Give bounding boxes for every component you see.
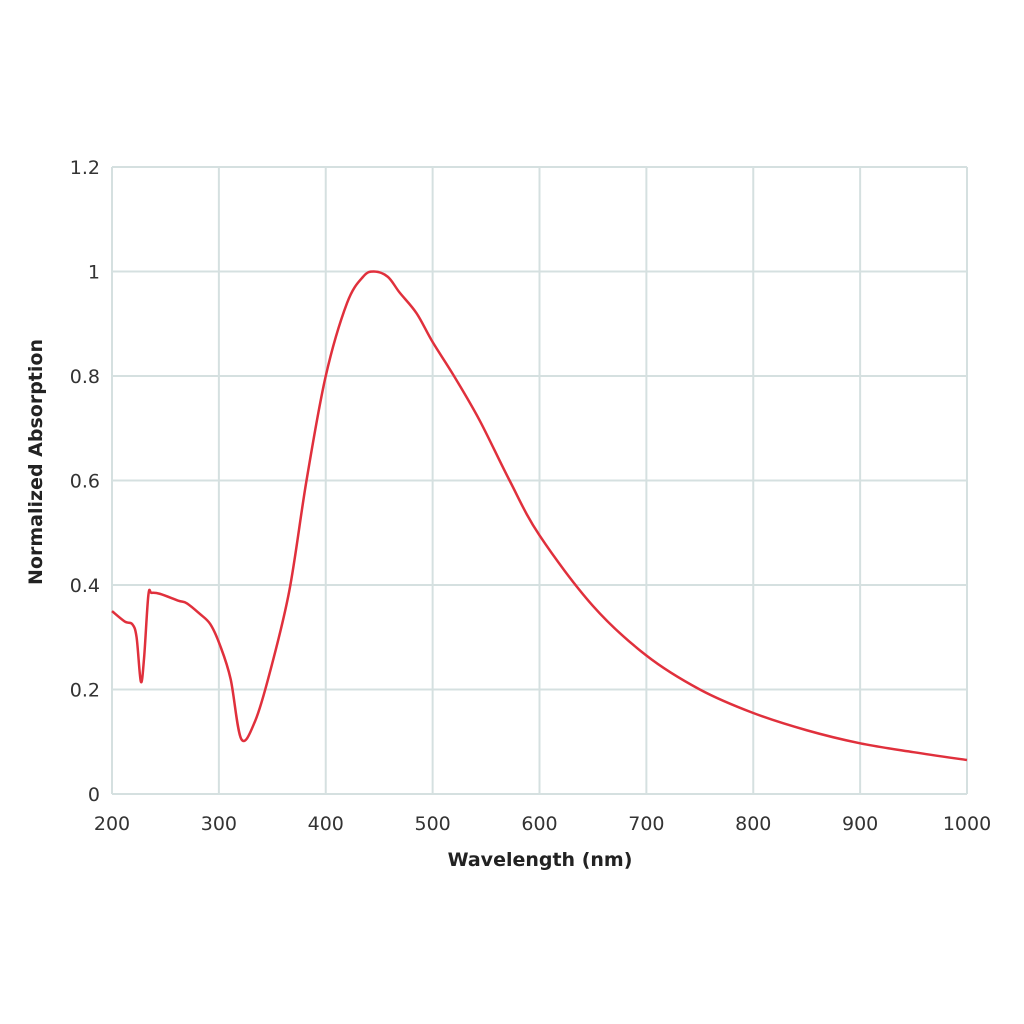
x-axis-label: Wavelength (nm) xyxy=(448,849,633,871)
y-tick-label: 1 xyxy=(88,262,100,284)
y-tick-label: 0 xyxy=(88,784,100,806)
y-axis-label: Normalized Absorption xyxy=(25,339,47,585)
y-tick-label: 0.4 xyxy=(70,575,100,597)
x-tick-label: 800 xyxy=(735,813,771,835)
y-axis-ticks: 0 0.2 0.4 0.6 0.8 1 1.2 xyxy=(70,157,100,806)
y-tick-label: 0.8 xyxy=(70,366,100,388)
x-tick-label: 700 xyxy=(628,813,664,835)
x-tick-label: 500 xyxy=(414,813,450,835)
x-tick-label: 200 xyxy=(94,813,130,835)
x-tick-label: 300 xyxy=(201,813,237,835)
y-tick-label: 1.2 xyxy=(70,157,100,179)
x-tick-label: 1000 xyxy=(943,813,991,835)
grid xyxy=(111,166,968,795)
y-tick-label: 0.2 xyxy=(70,680,100,702)
x-tick-label: 600 xyxy=(521,813,557,835)
x-axis-ticks: 200 300 400 500 600 700 800 900 1000 xyxy=(94,813,991,835)
x-tick-label: 400 xyxy=(308,813,344,835)
y-tick-label: 0.6 xyxy=(70,471,100,493)
x-tick-label: 900 xyxy=(842,813,878,835)
series-line xyxy=(111,270,968,762)
